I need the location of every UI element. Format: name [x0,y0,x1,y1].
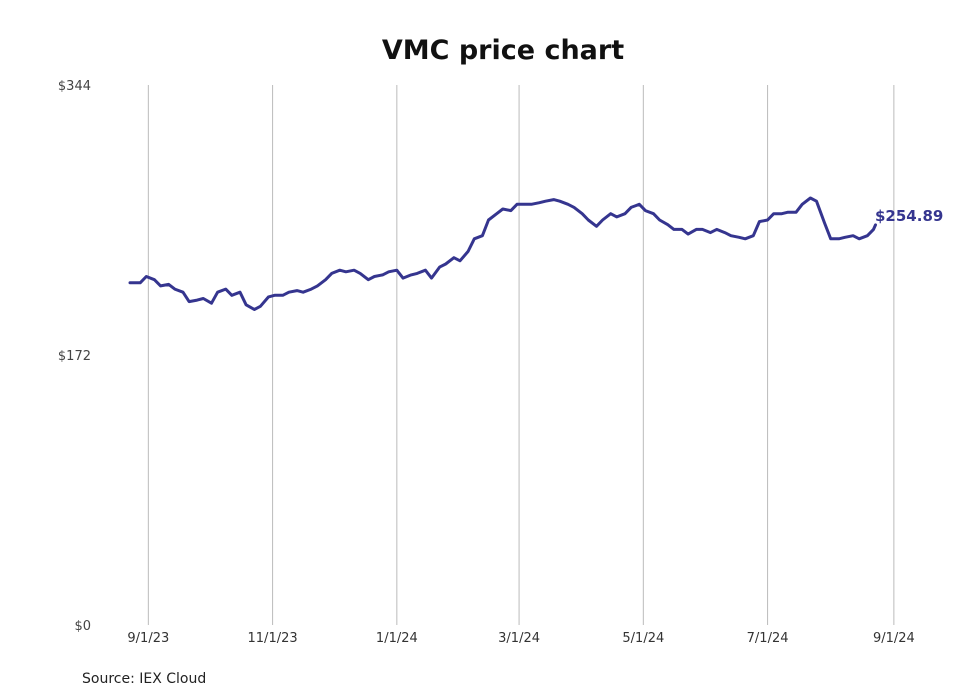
y-tick-label: $172 [58,349,91,364]
x-tick-label: 1/1/24 [376,631,418,646]
x-tick-label: 9/1/24 [873,631,915,646]
last-price-label: $254.89 [875,207,943,225]
y-tick-label: $0 [74,619,91,634]
grid-lines [147,85,895,625]
x-tick-label: 3/1/24 [498,631,540,646]
x-axis-ticks: 9/1/23 11/1/23 1/1/24 3/1/24 5/1/24 7/1/24 9/1… [127,631,914,646]
y-tick-label: $344 [58,79,91,94]
price-series-line [128,196,877,311]
x-tick-label: 5/1/24 [622,631,664,646]
x-tick-label: 7/1/24 [747,631,789,646]
chart-title: VMC price chart [382,35,624,66]
source-note: Source: IEX Cloud [82,671,206,687]
y-axis-ticks: $0 $172 $344 [58,79,91,634]
x-tick-label: 11/1/23 [248,631,298,646]
x-tick-label: 9/1/23 [127,631,169,646]
